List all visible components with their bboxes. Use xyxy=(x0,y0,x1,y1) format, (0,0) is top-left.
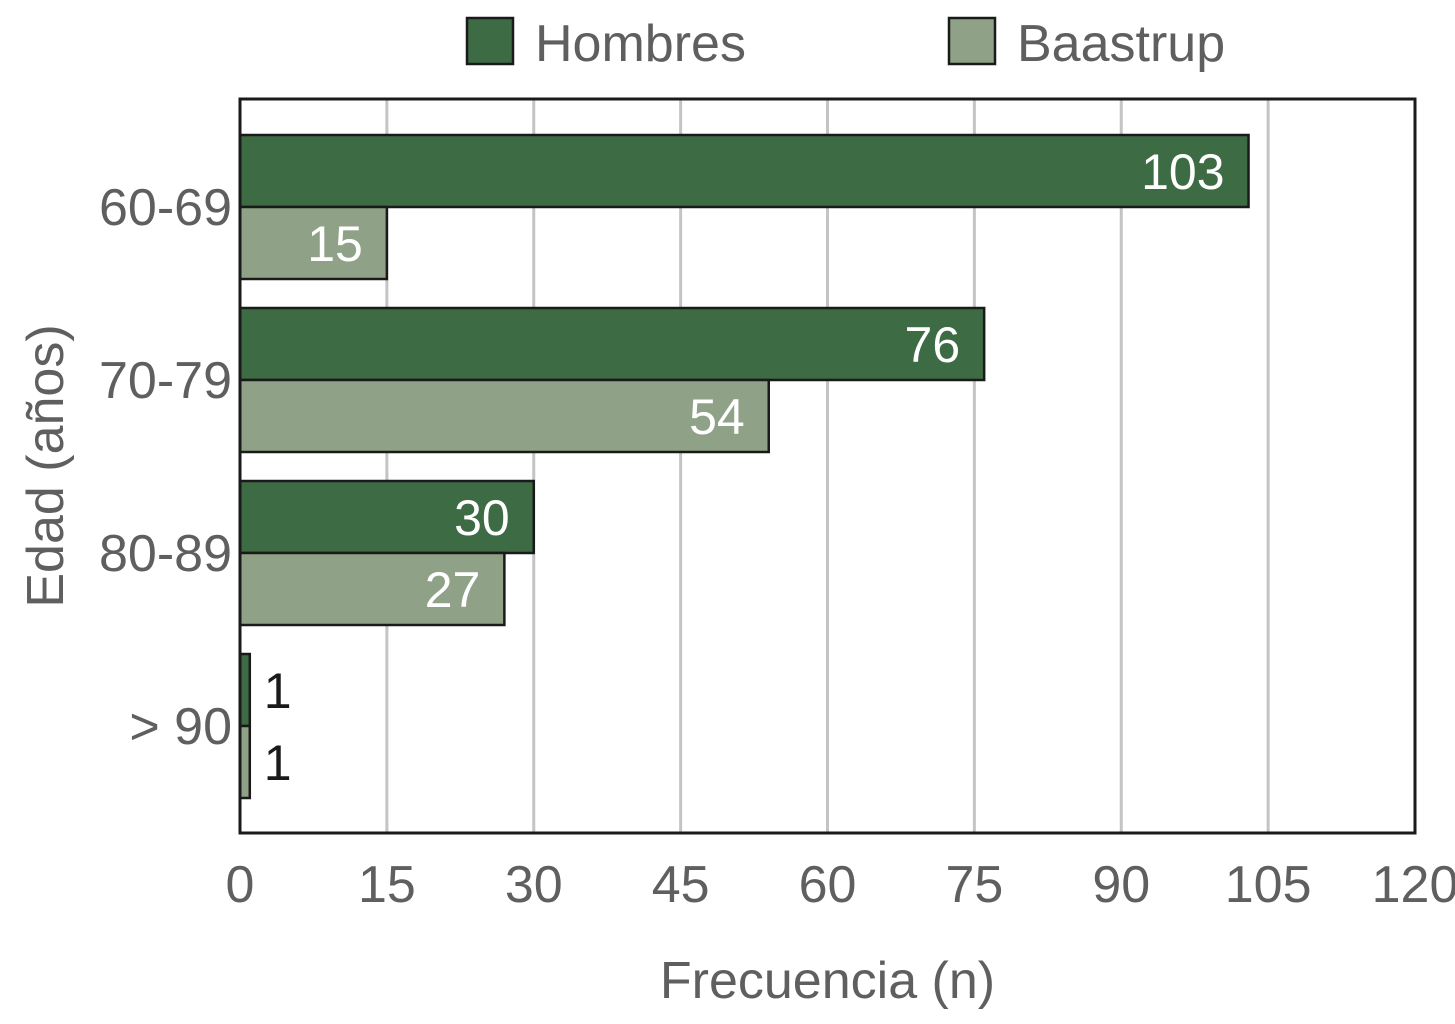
data-label: 30 xyxy=(454,490,510,546)
x-tick-label: 105 xyxy=(1225,856,1312,914)
data-label: 54 xyxy=(689,389,745,445)
y-tick-label: 80-89 xyxy=(99,525,232,583)
legend-swatch xyxy=(465,16,515,66)
data-label: 27 xyxy=(425,562,481,618)
data-label: 1 xyxy=(264,663,292,719)
data-label: 103 xyxy=(1141,144,1224,200)
y-tick-label: 70-79 xyxy=(99,352,232,410)
data-label: 76 xyxy=(905,317,961,373)
bar-hombres xyxy=(238,306,986,382)
x-tick-label: 120 xyxy=(1372,856,1455,914)
y-tick-label: 60-69 xyxy=(99,179,232,237)
legend-label: Baastrup xyxy=(1017,15,1225,73)
plot-frame xyxy=(238,97,1417,835)
data-label: 15 xyxy=(307,216,363,272)
data-label: 1 xyxy=(264,735,292,791)
legend-swatch xyxy=(947,16,997,66)
legend-label: Hombres xyxy=(535,15,746,73)
x-tick-label: 0 xyxy=(226,856,255,914)
bar-hombres xyxy=(238,479,535,555)
y-axis-title: Edad (años) xyxy=(17,324,75,607)
x-tick-label: 75 xyxy=(945,856,1003,914)
x-tick-label: 60 xyxy=(799,856,857,914)
bars: 103 15 76 54 30 27 1 1 xyxy=(238,133,1250,800)
legend: Hombres Baastrup xyxy=(465,15,1225,73)
x-tick-label: 45 xyxy=(652,856,710,914)
y-tick-labels: 60-69 70-79 80-89 > 90 xyxy=(99,179,232,756)
x-tick-label: 30 xyxy=(505,856,563,914)
x-tick-labels: 0 15 30 45 60 75 90 105 120 xyxy=(226,856,1455,914)
x-tick-label: 15 xyxy=(358,856,416,914)
bar-baastrup xyxy=(238,378,770,454)
x-tick-label: 90 xyxy=(1092,856,1150,914)
y-tick-label: > 90 xyxy=(129,698,232,756)
x-axis-title: Frecuencia (n) xyxy=(660,952,995,1010)
grid-lines xyxy=(385,99,1270,833)
bar-hombres xyxy=(238,133,1250,209)
